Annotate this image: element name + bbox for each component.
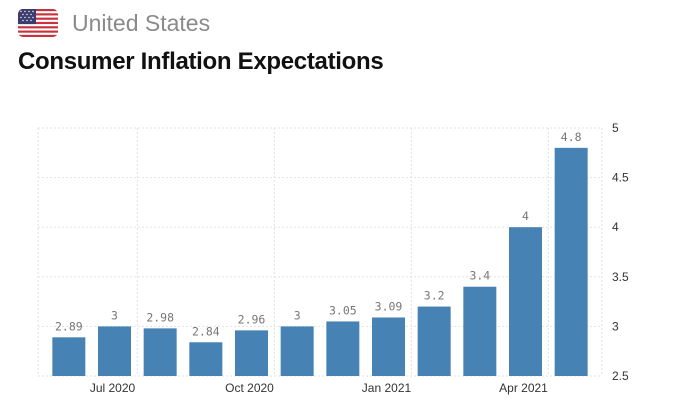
country-name: United States bbox=[72, 9, 211, 36]
bar-data-label: 2.89 bbox=[55, 319, 83, 333]
bar bbox=[417, 306, 451, 376]
bar bbox=[189, 342, 223, 376]
bar bbox=[326, 321, 360, 376]
chart-title: Consumer Inflation Expectations bbox=[18, 48, 384, 75]
bar bbox=[509, 227, 542, 376]
bar-data-label: 4.8 bbox=[561, 130, 582, 144]
bar bbox=[280, 326, 314, 376]
bar-data-label: 3.05 bbox=[329, 303, 357, 317]
bar-data-label: 3.09 bbox=[375, 299, 403, 313]
x-tick-label: Apr 2021 bbox=[499, 381, 548, 395]
bar bbox=[235, 330, 268, 376]
country-header: United States bbox=[18, 6, 210, 40]
us-flag-icon bbox=[18, 9, 58, 37]
y-tick-label: 3.5 bbox=[612, 270, 629, 284]
bar-data-label: 3.2 bbox=[424, 289, 445, 303]
bar bbox=[554, 147, 588, 376]
y-tick-label: 5 bbox=[612, 121, 619, 135]
x-tick-label: Jan 2021 bbox=[362, 381, 412, 395]
bar-data-label: 3 bbox=[111, 308, 118, 322]
bar bbox=[372, 317, 405, 376]
x-tick-label: Oct 2020 bbox=[225, 381, 274, 395]
x-tick-label: Jul 2020 bbox=[90, 381, 136, 395]
bar-data-label: 2.96 bbox=[238, 312, 266, 326]
bar bbox=[143, 328, 177, 376]
bar-data-label: 2.98 bbox=[146, 310, 174, 324]
y-tick-label: 4.5 bbox=[612, 171, 629, 185]
y-tick-label: 3 bbox=[612, 319, 619, 333]
bar bbox=[463, 286, 497, 376]
chart-data-labels: 2.89 3 2.98 2.84 2.96 3 3.05 3.09 3.2 3.4 4 4.8 bbox=[55, 130, 582, 338]
chart-bars bbox=[52, 147, 588, 376]
chart-y-axis: 2.5 3 3.5 4 4.5 5 bbox=[612, 121, 629, 383]
chart-grid bbox=[37, 127, 603, 377]
chart-x-axis: Jul 2020 Oct 2020 Jan 2021 Apr 2021 bbox=[90, 381, 548, 395]
bar bbox=[98, 326, 131, 376]
bar-data-label: 4 bbox=[522, 209, 529, 223]
bar bbox=[52, 337, 86, 376]
bar-data-label: 3 bbox=[294, 308, 301, 322]
y-tick-label: 4 bbox=[612, 220, 619, 234]
bar-data-label: 2.84 bbox=[192, 324, 220, 338]
y-tick-label: 2.5 bbox=[612, 369, 629, 383]
bar-data-label: 3.4 bbox=[469, 269, 490, 283]
